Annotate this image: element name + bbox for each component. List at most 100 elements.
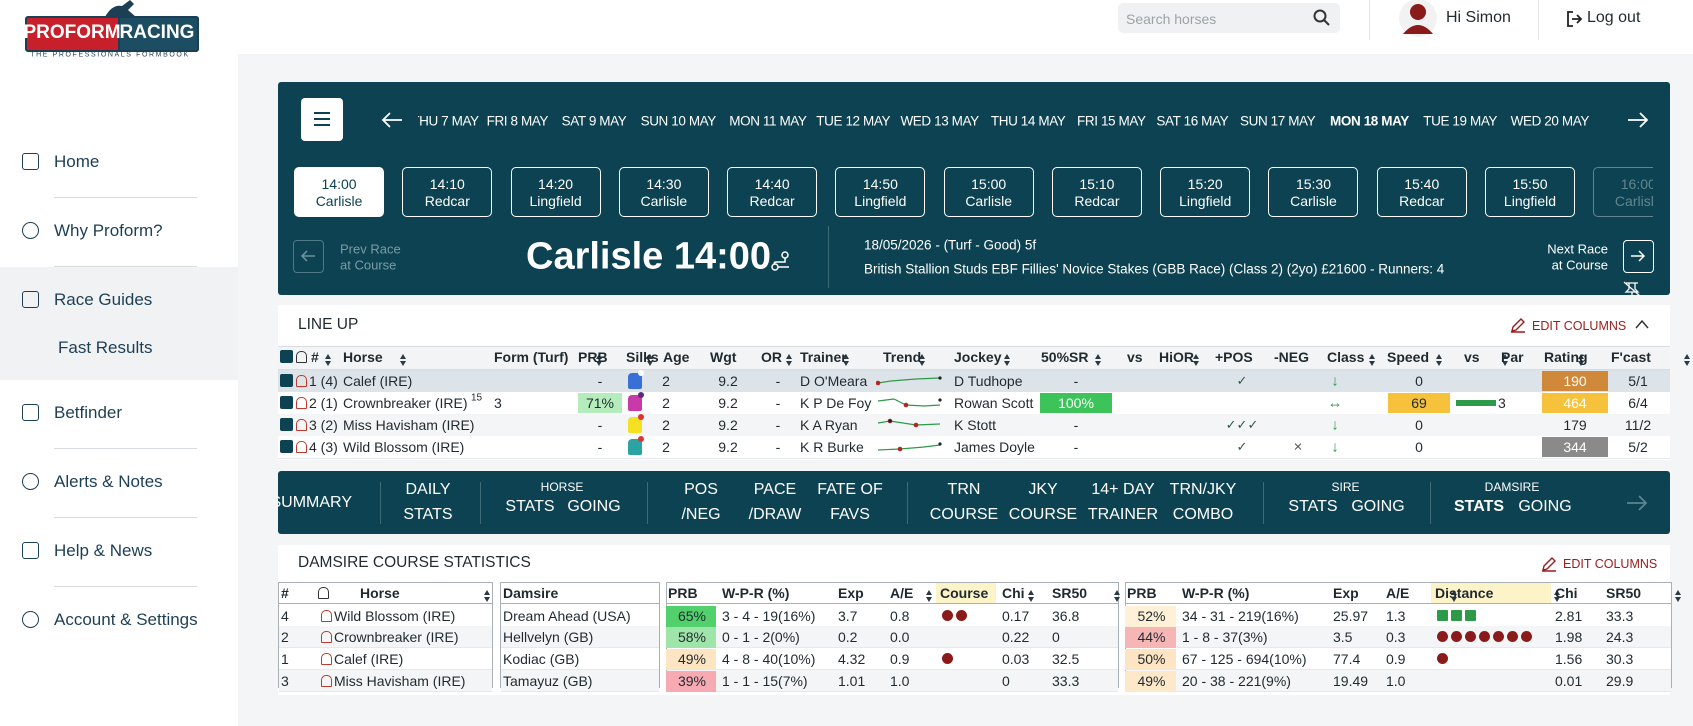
date-tab[interactable]: SAT 9 MAY [561,113,627,129]
date-tab[interactable]: WED 20 MAY [1510,113,1590,129]
sort-icon[interactable] [1675,589,1682,602]
date-tab[interactable]: TUE 12 MAY [816,113,891,129]
nav-item[interactable]: Fast Results [58,338,153,357]
checkbox[interactable] [280,440,293,453]
edit-columns[interactable]: EDIT COLUMNS [1563,557,1658,571]
tab[interactable]: SUMMARY [278,494,352,511]
date-tab[interactable]: THU 14 MAY [990,113,1066,129]
sort-icon[interactable] [926,589,933,602]
horse-name[interactable]: Miss Havisham (IRE) [334,673,466,689]
next-race-button[interactable] [1623,240,1654,273]
bell-icon[interactable] [321,610,332,622]
nav-item[interactable]: Alerts & Notes [54,472,163,491]
nav-item[interactable]: Account & Settings [54,610,198,629]
checkbox[interactable] [280,374,293,387]
tab[interactable]: GOING [1518,498,1572,515]
horse-name[interactable]: Crownbreaker (IRE) [343,395,468,411]
sort-icon[interactable] [1193,353,1200,366]
date-tab[interactable]: MON 11 MAY [729,113,807,129]
race-button[interactable]: 14:30 Carlisle [618,167,709,217]
race-button[interactable]: 15:30 Carlisle [1268,167,1359,217]
tab[interactable]: TRN/JKY [1169,481,1237,498]
nav-item[interactable]: Why Proform? [54,221,163,240]
horse-name[interactable]: Calef (IRE) [343,373,413,389]
tab[interactable]: COURSE [1008,506,1078,523]
tab[interactable]: /NEG [681,506,721,523]
prev-race-button[interactable] [293,240,324,273]
sort-icon[interactable] [325,353,332,366]
race-button[interactable]: 14:20 Lingfield [510,167,601,217]
sort-icon[interactable] [1451,589,1458,602]
tab[interactable]: 14+ DAY [1091,481,1155,498]
tab[interactable]: GOING [567,498,621,515]
sort-icon[interactable] [919,353,926,366]
bell-icon[interactable] [296,375,307,387]
tab[interactable]: GOING [1351,498,1405,515]
unpin-icon[interactable] [1622,281,1644,297]
date-tab[interactable]: THU 7 MAY [418,113,479,129]
date-tab[interactable]: FRI 8 MAY [486,113,549,129]
nav-item[interactable]: Help & News [54,541,153,560]
checkbox[interactable] [280,418,293,431]
bell-icon[interactable] [296,419,307,431]
edit-columns[interactable]: EDIT COLUMNS [1532,319,1627,333]
bell-icon[interactable] [321,675,332,687]
sort-icon[interactable] [1369,353,1376,366]
race-button[interactable]: 15:10 Redcar [1051,167,1142,217]
sort-icon[interactable] [596,353,603,366]
collapse-icon[interactable] [1634,318,1650,330]
race-button[interactable]: 15:40 Redcar [1376,167,1467,217]
horse-name[interactable]: Wild Blossom (IRE) [334,608,456,624]
tab[interactable]: COURSE [929,506,999,523]
race-button[interactable]: 15:50 Lingfield [1485,167,1575,217]
race-button[interactable]: 14:50 Lingfield [835,167,926,217]
sort-icon[interactable] [400,353,407,366]
tab[interactable]: FATE OF [817,481,883,498]
race-button[interactable]: 14:40 Redcar [727,167,818,217]
sort-icon[interactable] [1554,589,1561,602]
date-tab[interactable]: SUN 10 MAY [640,113,717,129]
date-tab[interactable]: MON 18 MAY [1330,113,1409,129]
sort-icon[interactable] [843,353,850,366]
tab[interactable]: STATS [1453,498,1505,515]
tab[interactable]: PACE [753,481,797,498]
horse-name[interactable]: Crownbreaker (IRE) [334,629,459,645]
horse-name[interactable]: Wild Blossom (IRE) [343,439,465,455]
sort-icon[interactable] [1114,589,1121,602]
tab[interactable]: STATS [1288,498,1338,515]
sort-icon[interactable] [1436,353,1443,366]
tab[interactable]: TRN [947,481,981,498]
tab[interactable]: JKY [1028,481,1058,498]
tab[interactable]: STATS [403,506,453,523]
tab[interactable]: POS [684,481,718,498]
tab[interactable]: STATS [505,498,555,515]
nav-item[interactable]: Race Guides [54,290,153,309]
date-tab[interactable]: FRI 15 MAY [1077,113,1146,129]
tab[interactable]: FAVS [830,506,870,523]
bell-icon[interactable] [321,631,332,643]
date-tab[interactable]: TUE 19 MAY [1423,113,1498,129]
tab[interactable]: TRAINER [1087,506,1159,523]
tab[interactable]: COMBO [1172,506,1234,523]
horse-name[interactable]: Miss Havisham (IRE) [343,417,475,433]
bell-icon[interactable] [296,397,307,409]
date-tab[interactable]: SUN 17 MAY [1239,113,1316,129]
sort-icon[interactable] [1028,589,1035,602]
sort-icon[interactable] [1095,353,1102,366]
sort-icon[interactable] [1004,353,1011,366]
sort-icon[interactable] [1578,353,1585,366]
tabs-next-arrow[interactable] [1626,494,1648,512]
sort-icon[interactable] [1502,353,1509,366]
race-button[interactable]: 14:00 Carlisle [294,167,385,217]
sort-icon[interactable] [786,353,793,366]
date-next-arrow[interactable] [1627,111,1649,129]
nav-item[interactable]: Home [54,152,100,171]
tab[interactable]: /DRAW [748,506,802,523]
checkbox[interactable] [280,396,293,409]
race-button[interactable]: 14:10 Redcar [402,167,493,217]
bell-icon[interactable] [321,653,332,665]
date-tab[interactable]: WED 13 MAY [900,113,979,129]
sort-icon[interactable] [484,589,491,602]
date-prev-arrow[interactable] [381,111,403,129]
